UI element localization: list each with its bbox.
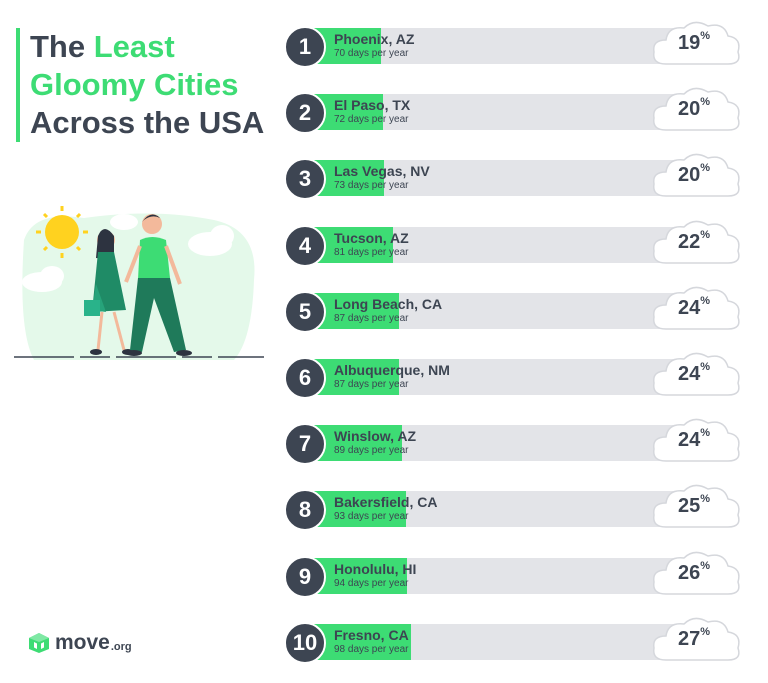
- percent-value: 24: [677, 429, 701, 452]
- percent-unit: %: [700, 361, 711, 373]
- rank-badge: 1: [284, 26, 326, 68]
- box-logo-icon: [29, 633, 49, 653]
- ranking-row: 8 Bakersfield, CA 93 days per year 25%: [284, 485, 754, 532]
- cloud-icon: [653, 551, 740, 595]
- percent-label: 22%: [666, 228, 722, 254]
- percent-unit: %: [700, 294, 711, 307]
- ranking-row: 6 Albuquerque, NM 87 days per year 24%: [284, 352, 754, 399]
- days-label: 87 days per year: [334, 379, 409, 390]
- title-part1: The: [30, 29, 94, 64]
- ranking-row: 3 Las Vegas, NV 73 days per year 20%: [284, 154, 754, 201]
- city-label: Phoenix, AZ: [334, 31, 415, 47]
- sun-icon: [36, 206, 88, 258]
- city-label: Bakersfield, CA: [334, 494, 438, 511]
- days-label: 89 days per year: [334, 445, 409, 457]
- percent-label: 24%: [666, 361, 722, 386]
- logo-word: move: [55, 631, 110, 654]
- city-label: Winslow, AZ: [334, 428, 417, 445]
- cloud-icon: [22, 214, 234, 292]
- days-label: 94 days per year: [334, 577, 409, 589]
- percent-label: 27%: [666, 625, 722, 651]
- rank-badge: 7: [284, 423, 326, 466]
- ranking-row: 7 Winslow, AZ 89 days per year 24%: [284, 418, 754, 466]
- percent-value: 25: [677, 495, 701, 518]
- title-block: The Least Gloomy Cities Across the USA: [16, 28, 280, 142]
- logo-tld: .org: [110, 641, 132, 653]
- percent-label: 19%: [666, 30, 722, 55]
- rank-badge: 9: [284, 555, 326, 598]
- percent-unit: %: [700, 493, 711, 506]
- city-label: Fresno, CA: [334, 626, 409, 643]
- city-label: El Paso, TX: [334, 97, 411, 114]
- rank-badge: 10: [284, 621, 326, 664]
- days-label: 72 days per year: [334, 114, 409, 126]
- city-label: Honolulu, HI: [334, 560, 417, 577]
- days-label: 73 days per year: [334, 180, 409, 192]
- rank-badge: 8: [284, 489, 326, 532]
- cloud-icon: [653, 418, 740, 462]
- percent-unit: %: [700, 96, 711, 109]
- rank-badge: 3: [284, 158, 326, 201]
- percent-label: 24%: [666, 427, 722, 452]
- percent-value: 22: [677, 230, 701, 253]
- cloud-icon: [653, 220, 740, 264]
- rank-badge: 4: [284, 224, 326, 267]
- days-label: 81 days per year: [334, 246, 409, 258]
- rank-badge: 2: [284, 92, 326, 135]
- percent-value: 20: [677, 164, 701, 187]
- cloud-icon: [653, 286, 740, 330]
- percent-unit: %: [700, 228, 711, 241]
- percent-label: 26%: [666, 559, 722, 585]
- days-label: 98 days per year: [334, 643, 409, 655]
- percent-value: 24: [677, 296, 701, 319]
- title-part2: Across the USA: [30, 105, 265, 140]
- city-label: Tucson, AZ: [334, 229, 409, 246]
- percent-unit: %: [700, 625, 711, 638]
- city-label: Las Vegas, NV: [334, 163, 430, 180]
- percent-label: 24%: [666, 294, 722, 320]
- days-label: 87 days per year: [334, 312, 409, 324]
- ranking-row: 5 Long Beach, CA 87 days per year 24%: [284, 286, 754, 333]
- cloud-icon: [653, 21, 740, 65]
- moveorg-logo: move .org: [28, 629, 132, 657]
- rank-badge: 5: [284, 290, 326, 333]
- days-label: 70 days per year: [334, 48, 409, 59]
- percent-unit: %: [700, 30, 711, 42]
- percent-unit: %: [700, 162, 711, 175]
- title-highlight: Least Gloomy Cities: [30, 29, 239, 102]
- rank-badge: 6: [284, 357, 326, 399]
- days-label: 93 days per year: [334, 511, 409, 523]
- ranking-row: 2 El Paso, TX 72 days per year 20%: [284, 87, 754, 135]
- ranking-row: 10 Fresno, CA 98 days per year 27%: [284, 617, 754, 664]
- cloud-icon: [653, 485, 740, 529]
- ranking-row: 1 Phoenix, AZ 70 days per year 19%: [284, 21, 754, 68]
- percent-value: 26: [677, 561, 701, 584]
- percent-value: 20: [677, 98, 701, 121]
- cloud-icon: [653, 352, 740, 396]
- cloud-icon: [653, 87, 740, 131]
- city-label: Albuquerque, NM: [334, 362, 450, 378]
- percent-label: 25%: [666, 493, 722, 518]
- ranking-row: 9 Honolulu, HI 94 days per year 26%: [284, 551, 754, 598]
- percent-unit: %: [700, 427, 711, 440]
- ranking-row: 4 Tucson, AZ 81 days per year 22%: [284, 220, 754, 267]
- cloud-icon: [653, 154, 740, 198]
- percent-value: 27: [677, 627, 701, 650]
- city-label: Long Beach, CA: [334, 295, 443, 312]
- couple-walking-illustration: [14, 206, 264, 360]
- cloud-icon: [653, 617, 740, 661]
- percent-unit: %: [700, 559, 711, 572]
- percent-label: 20%: [666, 162, 722, 187]
- percent-value: 24: [677, 363, 701, 385]
- page-title: The Least Gloomy Cities Across the USA: [30, 28, 280, 142]
- percent-label: 20%: [666, 96, 722, 121]
- percent-value: 19: [677, 32, 701, 54]
